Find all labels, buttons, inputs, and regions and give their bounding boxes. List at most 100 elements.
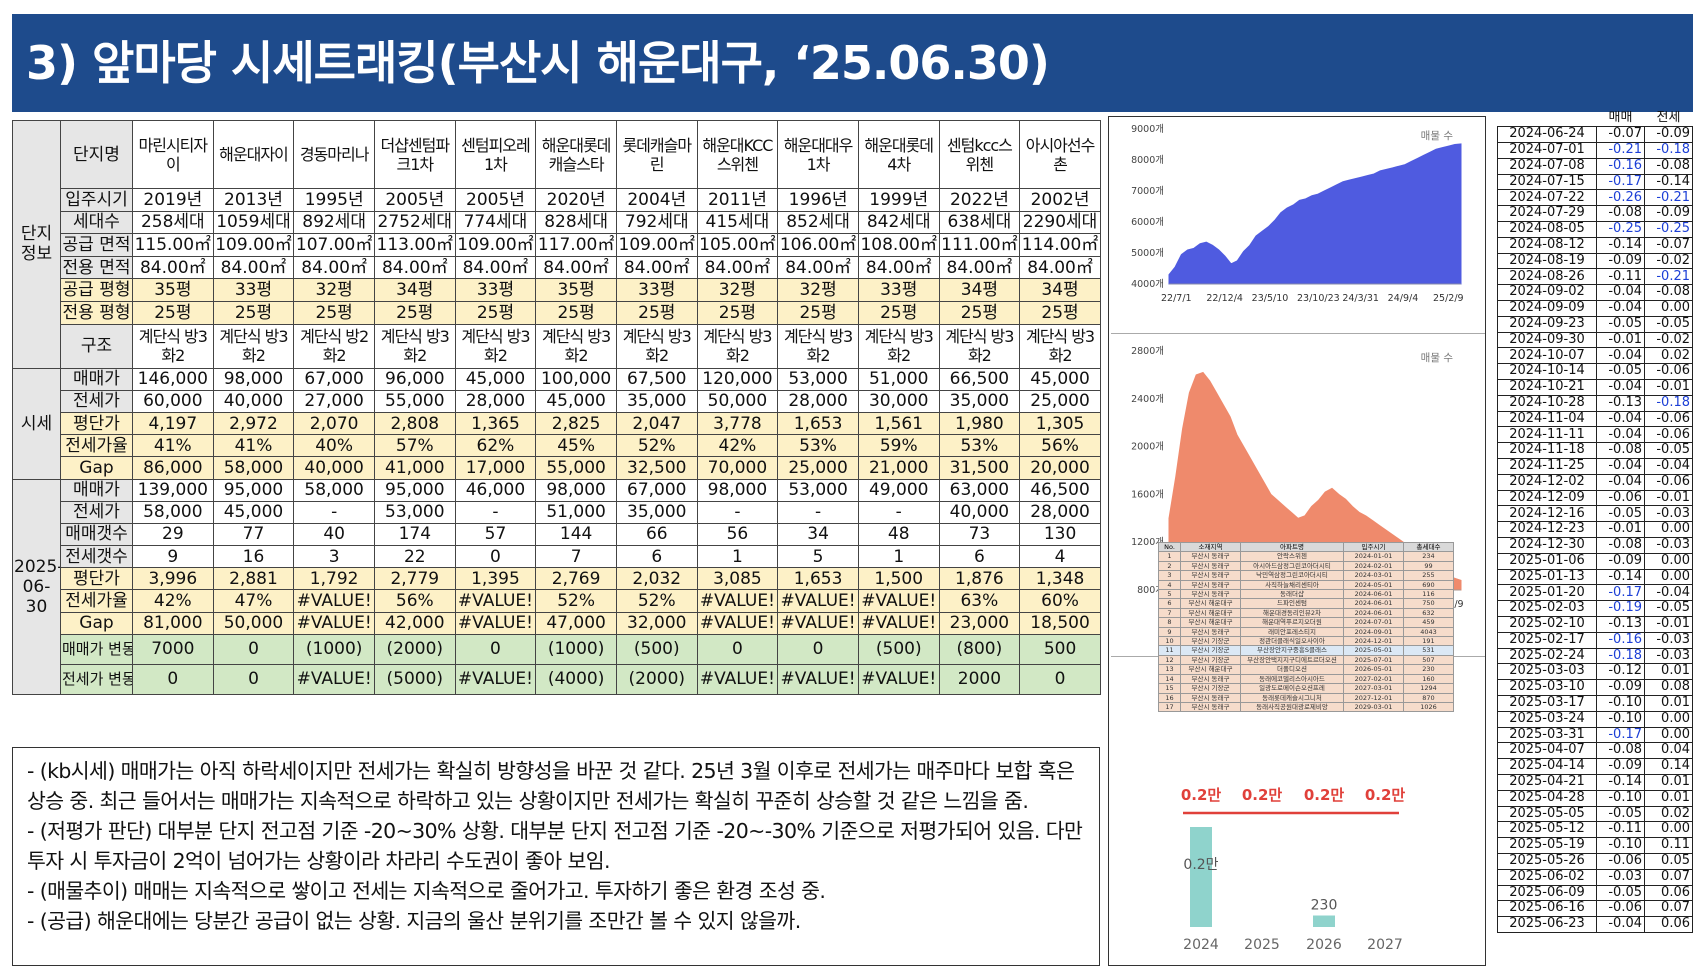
kb-header-cell: 전세 (1644, 111, 1693, 128)
cell-value: 18,500 (1019, 611, 1101, 635)
kb-sale-change: -0.04 (1596, 473, 1645, 491)
cell-value: 계단식 방3화2 (938, 323, 1021, 369)
cell-value: 109.00㎡ (212, 233, 295, 257)
cell-value: 107.00㎡ (293, 233, 375, 257)
cell-value: 1,348 (1019, 567, 1101, 591)
supply-cell: 2024-12-01 (1343, 636, 1404, 647)
kb-date: 2025-06-09 (1497, 884, 1597, 902)
cell-value: 42,000 (373, 611, 456, 635)
kb-row: 2025-06-23 -0.04 0.06 (1497, 916, 1693, 933)
table-row: 전세가 58,000 45,000-53,000-51,000 35,000- - -40… (13, 500, 1101, 524)
cell-value: 106.00㎡ (777, 233, 859, 257)
kb-jeonse-change: 0.00 (1644, 552, 1693, 570)
cell-value: 3,996 (132, 567, 214, 591)
cell-value: 828세대 (535, 210, 617, 235)
kb-date: 2025-05-05 (1497, 805, 1597, 823)
cell-value: 139,000 (132, 478, 214, 502)
table-row: Gap 86,000 58,000 40,000 41,000 17,000 55,000 3… (13, 456, 1101, 480)
x-tick-label: 23/10/23 (1297, 293, 1340, 304)
supply-cell: 11 (1158, 645, 1181, 656)
cell-value: 892세대 (293, 210, 375, 235)
cell-value: 25평 (938, 300, 1021, 325)
kb-row: 2024-09-23 -0.05 -0.05 (1497, 315, 1693, 333)
table-row: 평단가 4,197 2,972 2,070 2,808 1,365 2,825 2,047 3,… (13, 411, 1101, 436)
kb-row: 2024-07-29 -0.08 -0.09 (1497, 205, 1693, 223)
cell-value: 계단식 방3화2 (777, 323, 859, 369)
cell-value: 32평 (696, 278, 779, 302)
supply-cell: 2027-03-01 (1343, 683, 1404, 694)
supply-cell: 870 (1403, 692, 1454, 703)
kb-date: 2025-03-17 (1497, 694, 1597, 712)
y-tick-label: 7000개 (1131, 186, 1164, 197)
cell-value: 500 (1019, 633, 1101, 665)
kb-date: 2024-11-25 (1497, 458, 1597, 475)
complex-name: 더샵센텀파크1차 (373, 120, 456, 189)
table-row: 시세 매매가 146,000 98,000 67,000 96,000 45,000 100,… (12, 367, 1101, 480)
kb-sale-change: -0.06 (1596, 489, 1645, 507)
cell-value: 2,881 (212, 567, 295, 591)
kb-jeonse-change: -0.14 (1644, 173, 1693, 191)
cell-value: 30,000 (857, 389, 940, 413)
kb-date: 2024-09-30 (1497, 331, 1597, 349)
supply-cell: 부산시 해운대구 (1180, 664, 1241, 675)
cell-value: 0 (454, 633, 537, 665)
kb-sale-change: -0.19 (1596, 600, 1645, 617)
cell-value: 2,779 (373, 567, 456, 591)
kb-date: 2025-05-12 (1497, 821, 1597, 839)
supply-cell: 낙민역삼정그린코아더시티 (1240, 570, 1344, 581)
kb-sale-change: -0.25 (1596, 221, 1645, 238)
kb-row: 2024-06-24 -0.07 -0.09 (1497, 126, 1693, 144)
cell-value: 2290세대 (1019, 210, 1101, 235)
kb-sale-change: -0.14 (1596, 568, 1645, 586)
cell-value: 2005년 (454, 188, 537, 212)
cell-value: 109.00㎡ (454, 233, 537, 257)
row-label: 평단가 (60, 567, 133, 591)
supply-cell: 부산시 해운대구 (1180, 598, 1241, 609)
cell-value: 98,000 (696, 478, 779, 502)
table-row: 평단가 3,996 2,881 1,792 2,779 1,395 2,769 2,032 3,… (13, 567, 1101, 591)
cell-value: 58,000 (132, 500, 214, 524)
table-row: 전세가율 42% 47% #VALUE! 56% #VALUE! 52% 52% #VALUE!… (13, 589, 1101, 613)
cell-value: 45,000 (1019, 367, 1101, 391)
cell-value: 25평 (132, 300, 214, 325)
row-label: 세대수 (60, 210, 133, 235)
cell-value: 25평 (373, 300, 456, 325)
kb-sale-change: -0.04 (1596, 458, 1645, 475)
kb-jeonse-change: -0.06 (1644, 426, 1693, 444)
y-tick-label: 2000개 (1131, 442, 1164, 453)
cell-value: - (293, 500, 375, 524)
cell-value: #VALUE! (454, 663, 537, 695)
cell-value: (1000) (293, 633, 375, 665)
kb-row: 2024-09-02 -0.04 -0.08 (1497, 284, 1693, 302)
supply-row: 13 부산시 해운대구 더폴디오션 2026-05-01 230 (1158, 664, 1454, 675)
cell-value: #VALUE! (777, 663, 859, 695)
kb-date: 2025-02-17 (1497, 631, 1597, 649)
cell-value: 98,000 (535, 478, 617, 502)
supply-header-row: No. 소재지역 아파트명 입주시기 총세대수 (1158, 541, 1454, 553)
kb-date: 2024-07-01 (1497, 142, 1597, 159)
supply-cell: 부산장안지구중흥S클래스 (1240, 645, 1344, 656)
cell-value: 2,047 (615, 411, 698, 436)
cell-value: 32평 (777, 278, 859, 302)
supply-cell: 부산장안택지지구디에트르더오션 (1240, 654, 1344, 666)
kb-jeonse-change: -0.05 (1644, 600, 1693, 617)
kb-row: 2024-08-05 -0.25 -0.25 (1497, 221, 1693, 238)
kb-row: 2025-05-12 -0.11 0.00 (1497, 821, 1693, 839)
cell-value: 6 (938, 545, 1021, 569)
cell-value: 4 (1019, 545, 1101, 569)
kb-weekly-change-table: 매매 전세 2024-06-24 -0.07 -0.09 2024-07-01 -0.21-… (1497, 111, 1693, 933)
cell-value: 45% (535, 434, 617, 458)
cell-value: 0 (132, 663, 214, 695)
cell-value: 1,653 (777, 411, 859, 436)
kb-jeonse-change: -0.02 (1644, 252, 1693, 270)
kb-sale-change: -0.09 (1596, 252, 1645, 270)
x-category-label: 2026 (1306, 937, 1342, 953)
cell-value: 58,000 (212, 456, 295, 480)
kb-jeonse-change: 0.07 (1644, 900, 1693, 918)
supply-cell: 래미안포레스티지 (1240, 626, 1344, 638)
cell-value: 60% (1019, 589, 1101, 613)
cell-value: 1,653 (777, 567, 859, 591)
cell-value: 0 (1019, 663, 1101, 695)
cell-value: 130 (1019, 522, 1101, 547)
cell-value: 31,500 (938, 456, 1021, 480)
